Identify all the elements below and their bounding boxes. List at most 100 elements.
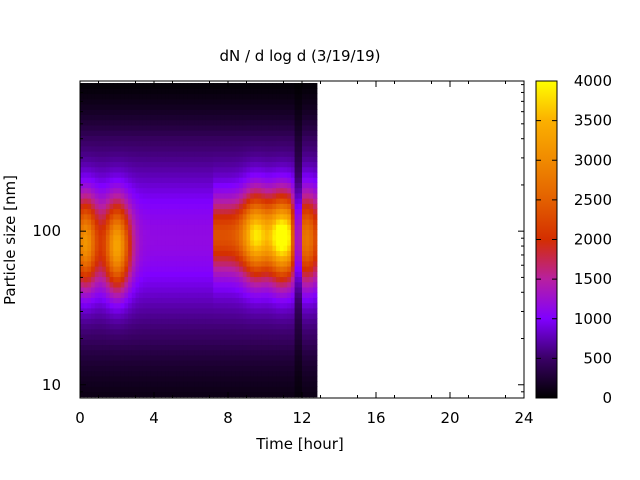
heatmap-cell	[150, 218, 155, 225]
heatmap-cell	[176, 245, 181, 251]
heatmap-cell	[242, 245, 248, 251]
heatmap-cell	[150, 292, 155, 298]
heatmap-cell	[298, 391, 303, 398]
heatmap-cell	[205, 203, 211, 210]
heatmap-cell	[128, 386, 133, 393]
heatmap-cell	[187, 286, 192, 293]
heatmap-cell	[98, 208, 103, 215]
heatmap-cell	[205, 391, 211, 398]
heatmap-cell	[176, 234, 181, 241]
heatmap-cell	[198, 156, 203, 163]
heatmap-cell	[261, 145, 266, 152]
heatmap-cell	[142, 307, 148, 314]
heatmap-cell	[109, 255, 114, 262]
heatmap-cell	[220, 271, 225, 278]
heatmap-cell	[268, 313, 273, 319]
heatmap-cell	[290, 292, 296, 298]
heatmap-cell	[168, 313, 174, 319]
heatmap-cell	[309, 386, 314, 393]
heatmap-cell	[98, 365, 103, 372]
heatmap-cell	[313, 255, 318, 262]
heatmap-cell	[276, 213, 281, 220]
heatmap-cell	[102, 135, 107, 142]
heatmap-cell	[250, 135, 255, 142]
heatmap-cell	[124, 323, 129, 330]
heatmap-cell	[157, 302, 162, 309]
heatmap-cell	[105, 177, 111, 183]
heatmap-cell	[109, 145, 114, 152]
heatmap-cell	[98, 140, 103, 147]
heatmap-cell	[161, 98, 166, 105]
heatmap-cell	[139, 365, 144, 372]
heatmap-cell	[198, 119, 203, 126]
heatmap-cell	[205, 375, 211, 382]
heatmap-cell	[239, 114, 244, 121]
heatmap-cell	[202, 344, 207, 351]
heatmap-cell	[139, 182, 144, 189]
heatmap-cell	[124, 286, 129, 293]
heatmap-cell	[246, 145, 251, 152]
heatmap-cell	[187, 265, 192, 272]
heatmap-cell	[220, 109, 225, 115]
heatmap-cell	[172, 140, 177, 147]
heatmap-cell	[228, 239, 233, 246]
heatmap-cell	[268, 271, 273, 278]
heatmap-cell	[98, 276, 103, 283]
heatmap-cell	[176, 161, 181, 168]
heatmap-cell	[239, 135, 244, 142]
heatmap-cell	[298, 255, 303, 262]
heatmap-cell	[131, 218, 137, 225]
heatmap-cell	[176, 360, 181, 366]
heatmap-cell	[94, 187, 100, 194]
heatmap-cell	[235, 391, 240, 398]
heatmap-cell	[198, 83, 203, 89]
heatmap-cell	[146, 130, 151, 136]
heatmap-cell	[80, 224, 85, 230]
heatmap-cell	[146, 119, 151, 126]
heatmap-cell	[131, 98, 137, 105]
heatmap-cell	[261, 140, 266, 147]
heatmap-cell	[117, 250, 122, 257]
heatmap-cell	[298, 313, 303, 319]
heatmap-cell	[298, 192, 303, 199]
heatmap-cell	[283, 229, 288, 236]
heatmap-cell	[120, 307, 125, 314]
heatmap-cell	[272, 93, 277, 100]
heatmap-cell	[139, 114, 144, 121]
heatmap-cell	[268, 354, 273, 361]
heatmap-cell	[309, 103, 314, 110]
heatmap-cell	[250, 203, 255, 210]
heatmap-cell	[272, 109, 277, 115]
heatmap-cell	[194, 370, 199, 377]
heatmap-cell	[131, 391, 137, 398]
heatmap-cell	[87, 297, 92, 304]
heatmap-cell	[117, 130, 122, 136]
heatmap-cell	[276, 145, 281, 152]
heatmap-cell	[94, 161, 100, 168]
heatmap-cell	[213, 114, 218, 121]
heatmap-cell	[268, 130, 273, 136]
heatmap-cell	[298, 114, 303, 121]
heatmap-cell	[205, 313, 211, 319]
heatmap-cell	[272, 166, 277, 173]
heatmap-cell	[94, 119, 100, 126]
heatmap-cell	[120, 229, 125, 236]
heatmap-cell	[261, 187, 266, 194]
heatmap-cell	[172, 339, 177, 346]
heatmap-cell	[183, 391, 188, 398]
heatmap-cell	[309, 265, 314, 272]
heatmap-cell	[179, 239, 185, 246]
heatmap-cell	[146, 140, 151, 147]
heatmap-cell	[265, 135, 270, 142]
heatmap-cell	[139, 140, 144, 147]
heatmap-cell	[298, 250, 303, 257]
heatmap-cell	[191, 281, 196, 288]
heatmap-cell	[302, 271, 307, 278]
heatmap-cell	[213, 150, 218, 157]
heatmap-cell	[172, 260, 177, 267]
heatmap-cell	[272, 234, 277, 241]
heatmap-cell	[231, 344, 236, 351]
heatmap-cell	[187, 344, 192, 351]
heatmap-cell	[242, 229, 248, 236]
heatmap-cell	[294, 198, 299, 204]
